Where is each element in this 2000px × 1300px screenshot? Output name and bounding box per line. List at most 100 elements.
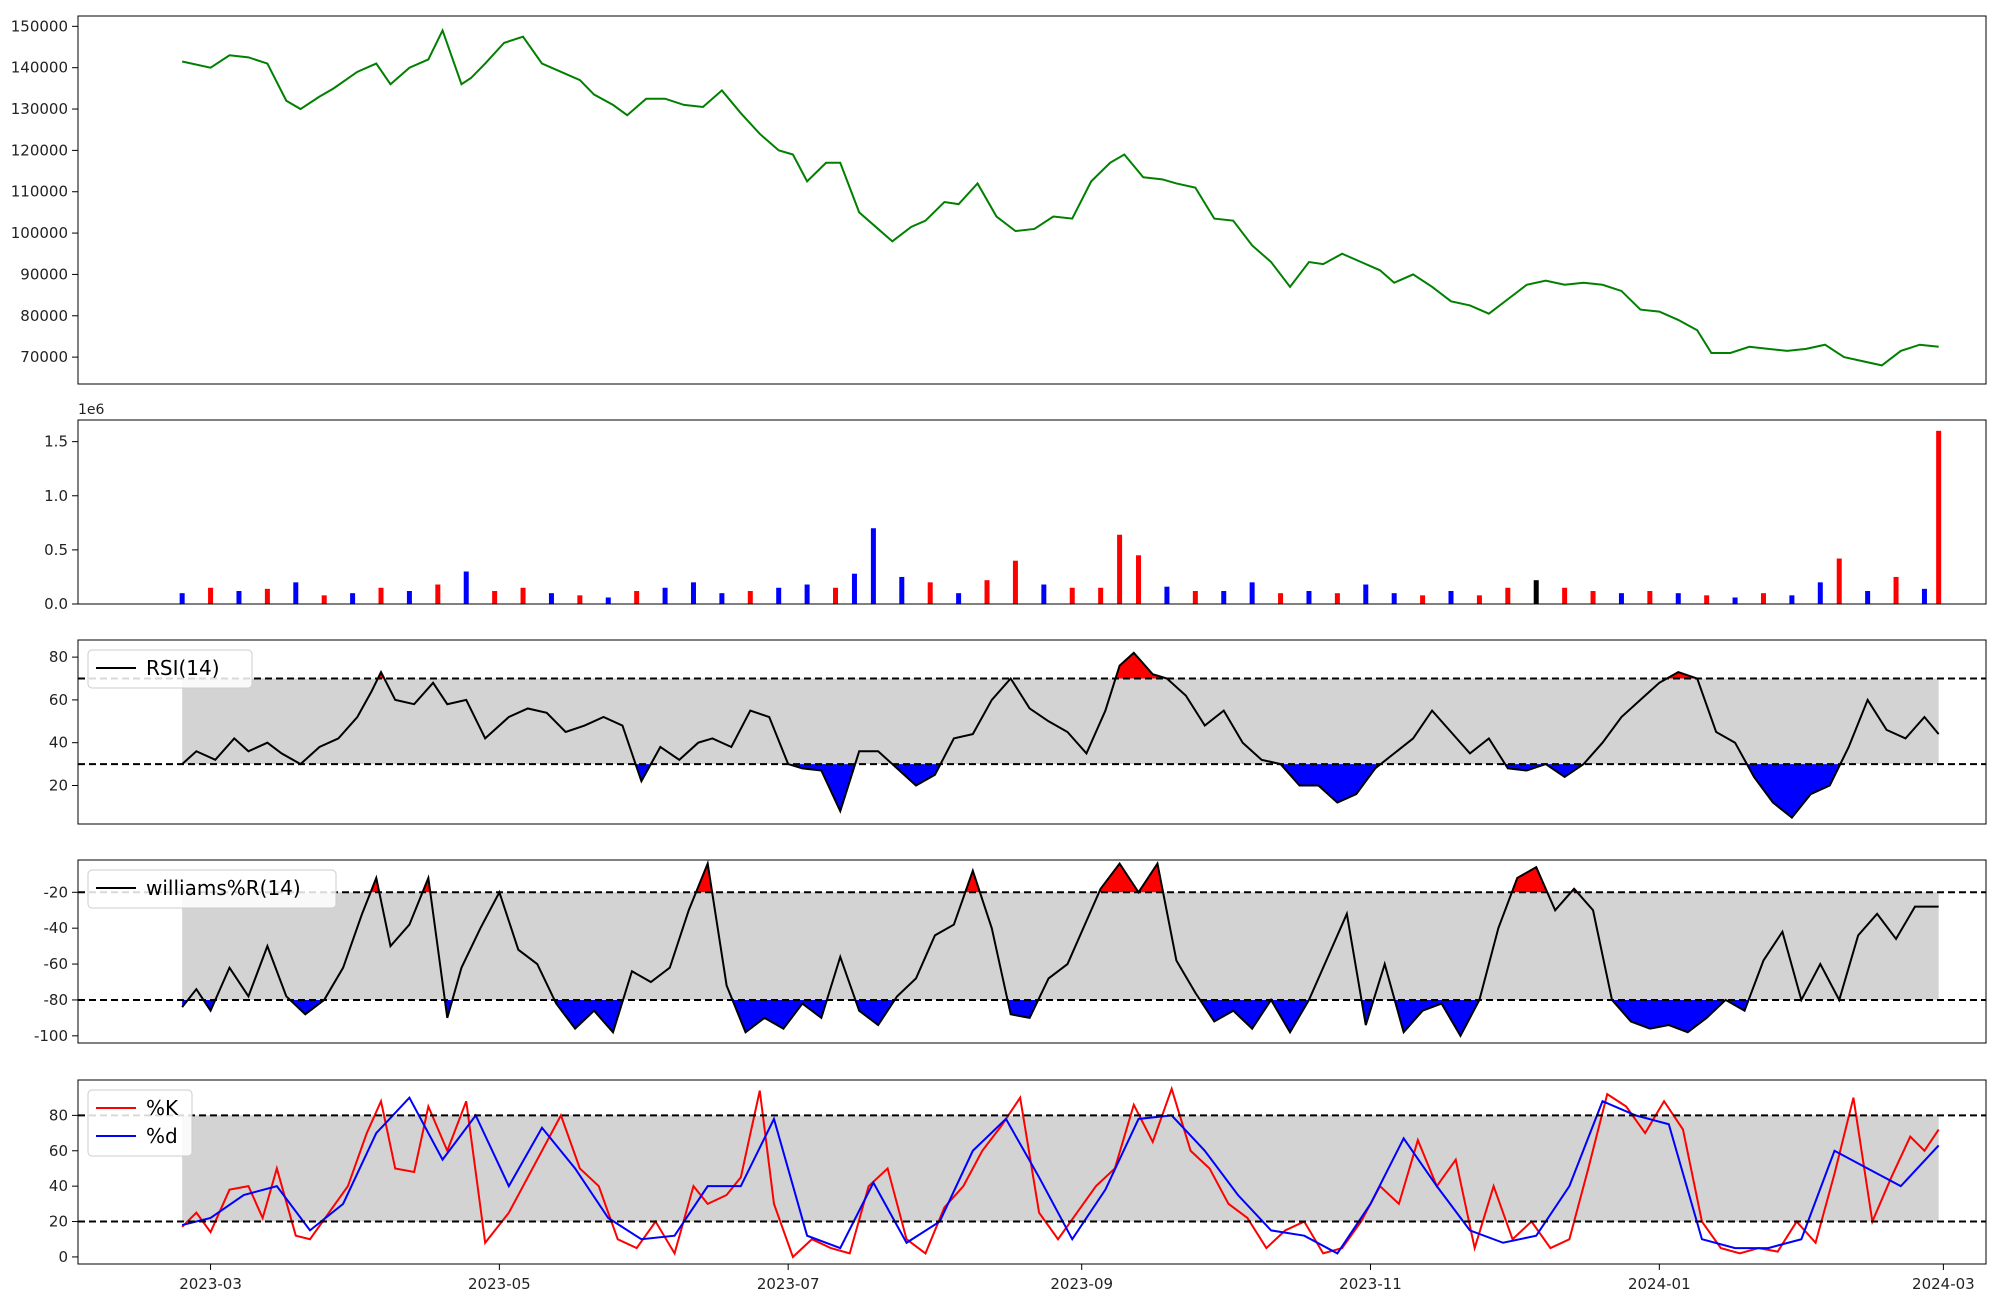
- volume-bar: [605, 597, 611, 604]
- oversold-fill: [290, 999, 325, 1015]
- volume-bar: [1363, 584, 1369, 604]
- volume-bar: [1704, 595, 1710, 604]
- volume-bar: [1334, 593, 1340, 604]
- oversold-fill: [788, 764, 856, 812]
- y-tick-label: 80: [49, 648, 68, 666]
- volume-bar: [208, 587, 214, 604]
- volume-bar: [804, 584, 810, 604]
- volume-bar: [776, 587, 782, 604]
- volume-bar: [179, 593, 185, 604]
- y-tick-label: 60: [49, 1142, 68, 1160]
- volume-bar: [1249, 582, 1255, 604]
- volume-bar: [833, 587, 839, 604]
- volume-bar: [1893, 576, 1899, 604]
- volume-bar: [1936, 430, 1942, 604]
- x-tick-label: 2024-01: [1628, 1275, 1691, 1293]
- oversold-fill: [1611, 999, 1749, 1033]
- stochastic-panel: 0 20 40 60 80 %K %d: [49, 1079, 1987, 1266]
- x-tick-label: 2023-09: [1050, 1275, 1113, 1293]
- volume-bar: [577, 595, 583, 604]
- volume-bar: [1476, 595, 1482, 604]
- volume-bar: [1921, 588, 1927, 604]
- y-tick-label: -20: [44, 883, 69, 901]
- legend-label: williams%R(14): [146, 876, 301, 900]
- volume-bar: [899, 576, 905, 604]
- volume-bar: [1278, 593, 1284, 604]
- volume-bar: [1098, 587, 1104, 604]
- williams-r-panel: -20 -40 -60 -80 -100 williams%R(14): [34, 859, 1987, 1045]
- volume-bar: [1562, 587, 1568, 604]
- volume-bar: [548, 593, 554, 604]
- x-tick-label: 2023-03: [179, 1275, 242, 1293]
- legend-label: %d: [146, 1124, 178, 1148]
- volume-bar: [321, 595, 327, 604]
- williams-r-line: [181, 859, 1939, 1038]
- volume-bar: [1012, 560, 1018, 604]
- oversold-fill: [1007, 999, 1039, 1018]
- y-tick-label: 150000: [11, 17, 68, 35]
- band-fill: [182, 892, 1939, 1000]
- volume-bar: [1675, 593, 1681, 604]
- y-tick-label: 120000: [11, 141, 68, 159]
- volume-bar: [1590, 591, 1596, 604]
- volume-bar: [690, 582, 696, 604]
- y-tick-label: 100000: [11, 224, 68, 242]
- legend-box: [87, 649, 253, 689]
- volume-bar: [1533, 580, 1539, 604]
- y-tick-label: -80: [44, 991, 69, 1009]
- volume-bar: [956, 593, 962, 604]
- volume-bar: [435, 584, 441, 604]
- y-tick-label: 0.5: [44, 541, 68, 559]
- volume-bar: [1618, 593, 1624, 604]
- volume-bar: [293, 582, 299, 604]
- oversold-fill: [1280, 764, 1381, 803]
- panel-frame: [77, 639, 1987, 825]
- y-tick-label: 20: [49, 1213, 68, 1231]
- legend-box: [87, 1089, 193, 1157]
- volume-bar: [1041, 584, 1047, 604]
- band-fill: [182, 678, 1939, 765]
- oversold-fill: [1746, 764, 1841, 818]
- x-tick-label: 2024-03: [1912, 1275, 1975, 1293]
- volume-bar: [984, 580, 990, 604]
- oversold-fill: [635, 764, 651, 782]
- volume-bar: [1448, 591, 1454, 604]
- volume-bar: [463, 571, 469, 604]
- volume-bar: [1505, 587, 1511, 604]
- y-tick-label: -60: [44, 955, 69, 973]
- volume-bar: [1306, 591, 1312, 604]
- volume-bar: [1164, 586, 1170, 604]
- volume-bar: [870, 528, 876, 604]
- y-tick-label: 80: [49, 1106, 68, 1124]
- oversold-fill: [554, 999, 624, 1033]
- oversold-fill: [892, 764, 941, 786]
- price-panel: 70000 80000 90000 100000 110000 120000 130000 1…: [11, 15, 1987, 385]
- y-tick-label: 20: [49, 776, 68, 794]
- volume-bar: [1732, 597, 1738, 604]
- y-tick-label: 40: [49, 1177, 68, 1195]
- oversold-fill: [1394, 999, 1480, 1036]
- price-line: [181, 27, 1939, 367]
- y-tick-label: 80000: [20, 307, 68, 325]
- y-tick-label: 70000: [20, 348, 68, 366]
- volume-bar: [1789, 595, 1795, 604]
- volume-bar: [1117, 534, 1123, 604]
- x-tick-label: 2023-07: [757, 1275, 820, 1293]
- volume-bar: [1136, 555, 1142, 604]
- volume-bar: [927, 582, 933, 604]
- volume-bar: [520, 587, 526, 604]
- legend-label: %K: [146, 1096, 179, 1120]
- volume-bar: [1221, 591, 1227, 604]
- y-tick-label: 90000: [20, 265, 68, 283]
- overbought-fill: [1115, 652, 1167, 679]
- volume-bar: [350, 593, 356, 604]
- date-axis: 2023-03 2023-05 2023-07 2023-09 2023-11 2024-…: [179, 1264, 1975, 1293]
- x-tick-label: 2023-11: [1339, 1275, 1402, 1293]
- volume-bar: [662, 587, 668, 604]
- overbought-fill: [965, 870, 980, 893]
- volume-bar: [1817, 582, 1823, 604]
- panel-frame: [77, 15, 1987, 385]
- legend-box: [87, 869, 337, 909]
- y-tick-label: 0.0: [44, 595, 68, 613]
- y-tick-label: 130000: [11, 100, 68, 118]
